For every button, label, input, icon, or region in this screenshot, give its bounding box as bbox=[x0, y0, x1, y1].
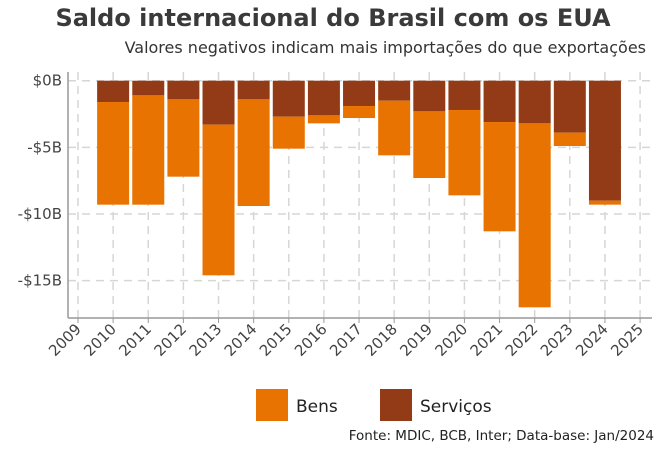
bar-servicos-2018 bbox=[378, 80, 411, 101]
bar-servicos-2011 bbox=[132, 80, 165, 96]
bar-servicos-2022 bbox=[518, 80, 551, 124]
x-tick-label: 2017 bbox=[326, 320, 366, 360]
legend-label: Serviços bbox=[420, 397, 492, 417]
bar-bens-2011 bbox=[132, 95, 165, 205]
chart-subtitle: Valores negativos indicam mais importaçõ… bbox=[124, 38, 646, 57]
bar-servicos-2021 bbox=[483, 80, 516, 123]
bar-servicos-2014 bbox=[237, 80, 270, 100]
bar-bens-2021 bbox=[483, 122, 516, 232]
legend-label: Bens bbox=[296, 397, 338, 417]
bar-servicos-2020 bbox=[448, 80, 481, 111]
bar-servicos-2010 bbox=[97, 80, 130, 103]
x-tick-label: 2010 bbox=[80, 320, 120, 360]
legend-swatch bbox=[380, 389, 412, 421]
bar-bens-2016 bbox=[307, 115, 340, 124]
chart-title: Saldo internacional do Brasil com os EUA bbox=[55, 4, 611, 32]
x-tick-label: 2015 bbox=[256, 320, 296, 360]
bar-servicos-2013 bbox=[202, 80, 235, 125]
y-tick-label: -$5B bbox=[27, 138, 62, 156]
x-tick-label: 2011 bbox=[115, 320, 155, 360]
bar-bens-2010 bbox=[97, 102, 130, 205]
bar-bens-2022 bbox=[518, 123, 551, 308]
bar-servicos-2017 bbox=[343, 80, 376, 107]
x-tick-label: 2009 bbox=[45, 320, 85, 360]
x-tick-label: 2019 bbox=[396, 320, 436, 360]
bar-servicos-2024 bbox=[588, 80, 621, 201]
bar-bens-2019 bbox=[413, 111, 446, 179]
bar-bens-2018 bbox=[378, 100, 411, 156]
bar-servicos-2019 bbox=[413, 80, 446, 112]
bar-servicos-2016 bbox=[307, 80, 340, 116]
x-tick-label: 2020 bbox=[432, 320, 472, 360]
legend-swatch bbox=[256, 389, 288, 421]
y-tick-label: -$10B bbox=[18, 205, 62, 223]
x-tick-label: 2014 bbox=[221, 320, 261, 360]
x-tick-label: 2013 bbox=[186, 320, 226, 360]
bar-servicos-2023 bbox=[553, 80, 586, 133]
x-tick-label: 2024 bbox=[572, 320, 612, 360]
bar-bens-2024 bbox=[588, 200, 621, 205]
x-tick-label: 2023 bbox=[537, 320, 577, 360]
bar-bens-2017 bbox=[343, 106, 376, 119]
bar-bens-2020 bbox=[448, 110, 481, 196]
x-tick-label: 2021 bbox=[467, 320, 507, 360]
y-tick-label: $0B bbox=[33, 72, 62, 90]
bar-servicos-2015 bbox=[272, 80, 305, 117]
bar-servicos-2012 bbox=[167, 80, 200, 100]
y-tick-label: -$15B bbox=[18, 272, 62, 290]
bar-bens-2013 bbox=[202, 124, 235, 276]
bar-bens-2015 bbox=[272, 116, 305, 149]
bar-bens-2012 bbox=[167, 99, 200, 177]
source-note: Fonte: MDIC, BCB, Inter; Data-base: Jan/… bbox=[348, 428, 654, 444]
bar-bens-2014 bbox=[237, 99, 270, 207]
x-tick-label: 2016 bbox=[291, 320, 331, 360]
x-tick-label: 2025 bbox=[607, 320, 647, 360]
x-tick-label: 2018 bbox=[361, 320, 401, 360]
x-tick-label: 2012 bbox=[150, 320, 190, 360]
x-tick-label: 2022 bbox=[502, 320, 542, 360]
bar-bens-2023 bbox=[553, 132, 586, 147]
